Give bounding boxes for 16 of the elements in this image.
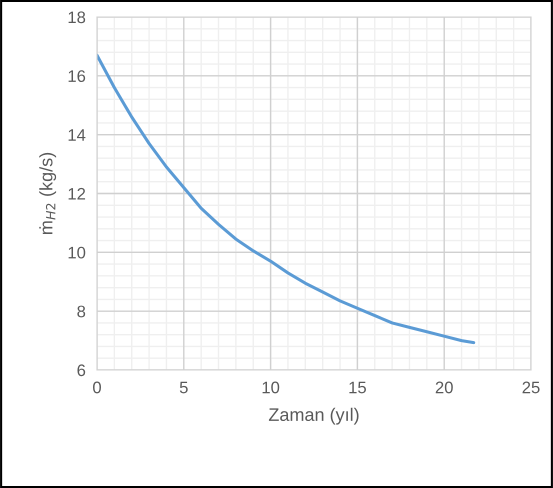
x-tick-label: 25 [522,382,540,394]
y-tick-label: 6 [77,364,86,376]
x-tick-label: 15 [349,382,366,394]
y-tick-label: 8 [77,306,86,318]
x-tick-label: 0 [93,382,101,394]
x-tick-label: 5 [180,382,188,394]
y-tick-label: 14 [68,129,86,141]
y-tick-label: 16 [68,70,86,82]
y-axis-title: ṁ$_{H2}$ (kg/s) [39,152,56,234]
y-tick-label: 18 [68,11,86,24]
x-tick-label: 20 [436,382,453,394]
line-series [97,54,476,344]
y-tick-label: 12 [68,188,86,200]
x-tick-label: 10 [262,382,280,394]
y-tick-label: 10 [68,246,86,259]
x-axis-title: Zaman (yıl) [268,408,359,425]
